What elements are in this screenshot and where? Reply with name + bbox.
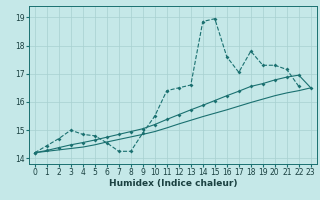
X-axis label: Humidex (Indice chaleur): Humidex (Indice chaleur) bbox=[108, 179, 237, 188]
